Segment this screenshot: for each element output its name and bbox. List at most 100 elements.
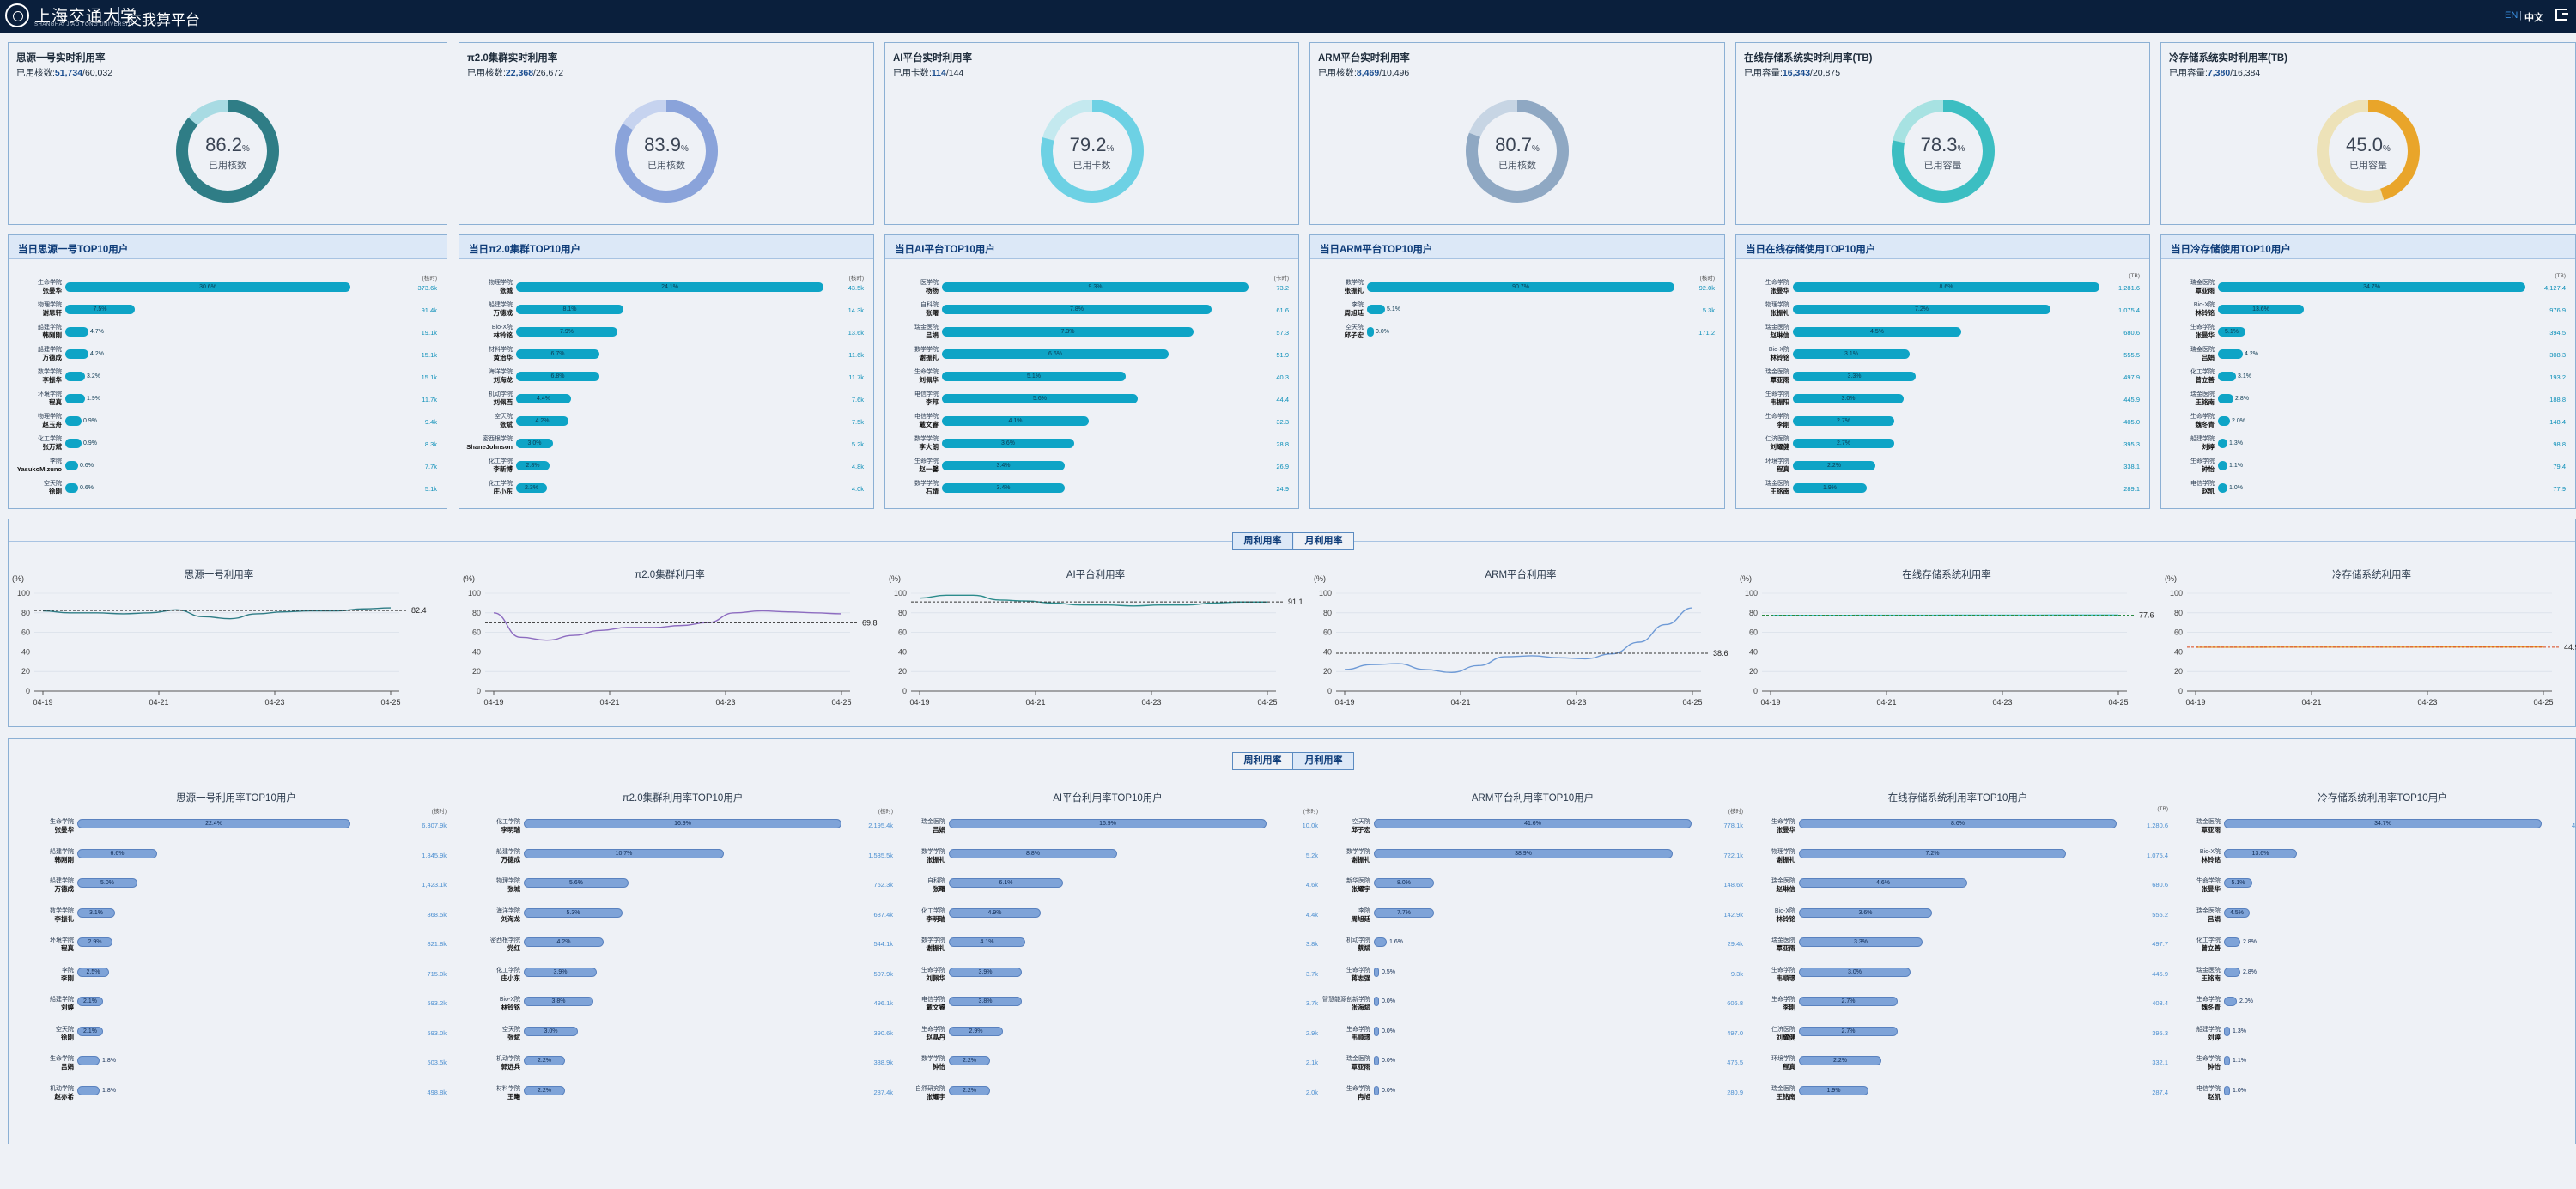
user-name: 张耀宇 — [926, 1092, 946, 1101]
usage-percent: 3.9% — [978, 968, 993, 975]
top-user-row: 生命学院 钟怡 1.1% 79.4 — [2161, 457, 2575, 477]
ranking-row: 空天院 邱子宏 41.6% 778.1k — [1322, 811, 1743, 840]
user-name: 程真 — [1777, 465, 1789, 473]
usage-value: 405.0 — [2123, 418, 2140, 426]
usage-bar: 2.2% — [1793, 461, 1875, 470]
user-name: 刘婷 — [2208, 1033, 2221, 1041]
x-tick-label: 04-21 — [1450, 698, 1470, 707]
user-name: 刘佩华 — [919, 376, 939, 384]
user-name: 周旭廷 — [1344, 309, 1364, 317]
x-tick-label: 04-21 — [1025, 698, 1045, 707]
week-ranking-tab[interactable]: 周利用率 — [1233, 753, 1293, 769]
usage-bar: 0.0% — [1374, 1085, 1395, 1095]
realtime-gauge-card: ARM平台实时利用率 已用核数:8,469/10,496 80.7% 已用核数 — [1309, 42, 1725, 225]
month-utilization-tab[interactable]: 月利用率 — [1294, 533, 1353, 549]
top-user-row: 生命学院 张曼华 8.6% 1,281.6 — [1736, 278, 2149, 299]
x-tick-label: 04-21 — [2301, 698, 2321, 707]
usage-percent: 1.3% — [2229, 440, 2243, 446]
user-department: 生命学院 — [921, 967, 945, 974]
user-department: 瑞金医院 — [1765, 369, 1789, 375]
usage-bar: 0.0% — [1367, 327, 1389, 337]
usage-bar: 1.9% — [65, 394, 100, 403]
y-tick-label: 80 — [1749, 609, 1758, 617]
top-user-row: 李院 YasukoMizuno 0.6% 7.7k — [9, 457, 447, 477]
ranking-row: 船建学院 万德成 10.7% 1,535.5k — [472, 841, 893, 870]
usage-bar: 22.4% — [77, 819, 350, 828]
user-department: 船建学院 — [496, 848, 520, 855]
usage-percent: 5.3% — [566, 909, 580, 916]
usage-percent: 5.1% — [1027, 373, 1041, 379]
usage-value: 373.6k — [417, 284, 437, 292]
gauge-percent: 45.0% — [2315, 134, 2421, 156]
top-user-row: 电信学院 戴文睿 4.1% 32.3 — [885, 412, 1298, 433]
usage-bar: 4.2% — [65, 349, 104, 359]
usage-bar: 3.1% — [77, 907, 115, 918]
trend-svg: 100 80 60 40 20 0 91.1 04-19 04-21 04-23 04-25 — [894, 589, 1303, 707]
usage-percent: 4.2% — [2245, 351, 2258, 357]
usage-bar: 0.0% — [1374, 997, 1395, 1006]
trend-svg: 100 80 60 40 20 0 69.8 04-19 04-21 04-23 04-25 — [468, 589, 878, 707]
language-en-link[interactable]: EN — [2505, 10, 2518, 21]
user-department: 机动学院 — [50, 1085, 74, 1092]
usage-bar: 8.6% — [1799, 819, 2117, 828]
x-tick-label: 04-23 — [264, 698, 284, 707]
card-title: 当日冷存储使用TOP10用户 — [2171, 245, 2291, 255]
top-user-row: 瑞金医院 覃亚雨 3.3% 497.9 — [1736, 367, 2149, 388]
usage-bar: 2.8% — [2224, 937, 2257, 947]
usage-value: 148.6k — [1723, 881, 1743, 889]
average-label: 91.1 — [1288, 598, 1303, 606]
usage-bar: 1.3% — [2218, 439, 2243, 448]
user-department: 生命学院 — [2196, 878, 2221, 884]
donut-fill — [615, 100, 718, 203]
usage-bar: 3.0% — [1793, 394, 1904, 403]
usage-value: 3.8k — [1305, 940, 1318, 948]
x-tick-label: 04-21 — [1876, 698, 1896, 707]
language-zh-link[interactable]: 中文 — [2524, 13, 2543, 23]
usage-percent: 13.6% — [2252, 306, 2269, 312]
user-department: 电信学院 — [914, 391, 939, 397]
usage-percent: 3.8% — [551, 998, 566, 1004]
x-tick-label: 04-23 — [1992, 698, 2012, 707]
utilization-trend-section: 周利用率 月利用率 思源一号利用率 (%) 100 80 60 40 20 0 82.4 04-1… — [8, 519, 2576, 727]
user-name: 李大朗 — [919, 443, 939, 451]
user-name: 李新博 — [493, 465, 513, 473]
usage-bar: 0.9% — [65, 439, 97, 448]
usage-percent: 1.6% — [1389, 939, 1403, 945]
usage-value: 680.6 — [2152, 881, 2168, 889]
user-name: 李明瑞 — [501, 826, 521, 834]
usage-used: 22,368 — [505, 68, 534, 78]
donut-chart — [1466, 100, 1569, 203]
card-header: 当日AI平台TOP10用户 — [885, 235, 1298, 259]
user-name: 韦振阳 — [1770, 398, 1790, 406]
usage-value: 9.4k — [424, 418, 437, 426]
usage-value: 11.7k — [848, 373, 864, 381]
top-user-row: 化工学院 庄小东 2.3% 4.0k — [459, 479, 873, 500]
usage-value: 390.6k — [873, 1028, 893, 1037]
usage-percent: 6.7% — [550, 351, 565, 357]
usage-percent: 0.0% — [1382, 998, 1395, 1004]
usage-bar: 4.2% — [2218, 349, 2258, 359]
university-logo-icon — [5, 3, 29, 27]
logout-icon[interactable] — [2555, 9, 2568, 21]
ranking-row: 仁济医院 刘耀健 2.7% 395.3 — [1747, 1019, 2168, 1047]
month-ranking-tab[interactable]: 月利用率 — [1304, 755, 1343, 766]
top-user-row: 瑞金医院 吕娟 7.3% 57.3 — [885, 323, 1298, 343]
usage-bar: 2.1% — [77, 1026, 103, 1036]
usage-bar: 3.8% — [524, 997, 593, 1006]
unit-label: (核时) — [878, 809, 893, 815]
user-name: 王铭南 — [1770, 488, 1790, 495]
usage-value: 8.3k — [424, 440, 437, 448]
user-department: 环境学院 — [50, 937, 74, 943]
usage-bar: 4.2% — [516, 416, 568, 426]
usage-percent: 2.2% — [538, 1087, 551, 1094]
usage-value: 752.3k — [873, 881, 893, 889]
usage-value: 497.7 — [2152, 940, 2168, 948]
ranking-row: 物理学院 谢振礼 7.2% 1,075.4 — [1747, 841, 2168, 870]
usage-percent: 41.6% — [1524, 821, 1541, 827]
week-utilization-tab[interactable]: 周利用率 — [1233, 533, 1293, 549]
usage-value: 821.8k — [427, 940, 447, 948]
percent-sign: % — [1106, 144, 1115, 154]
usage-percent: 3.4% — [996, 485, 1011, 491]
